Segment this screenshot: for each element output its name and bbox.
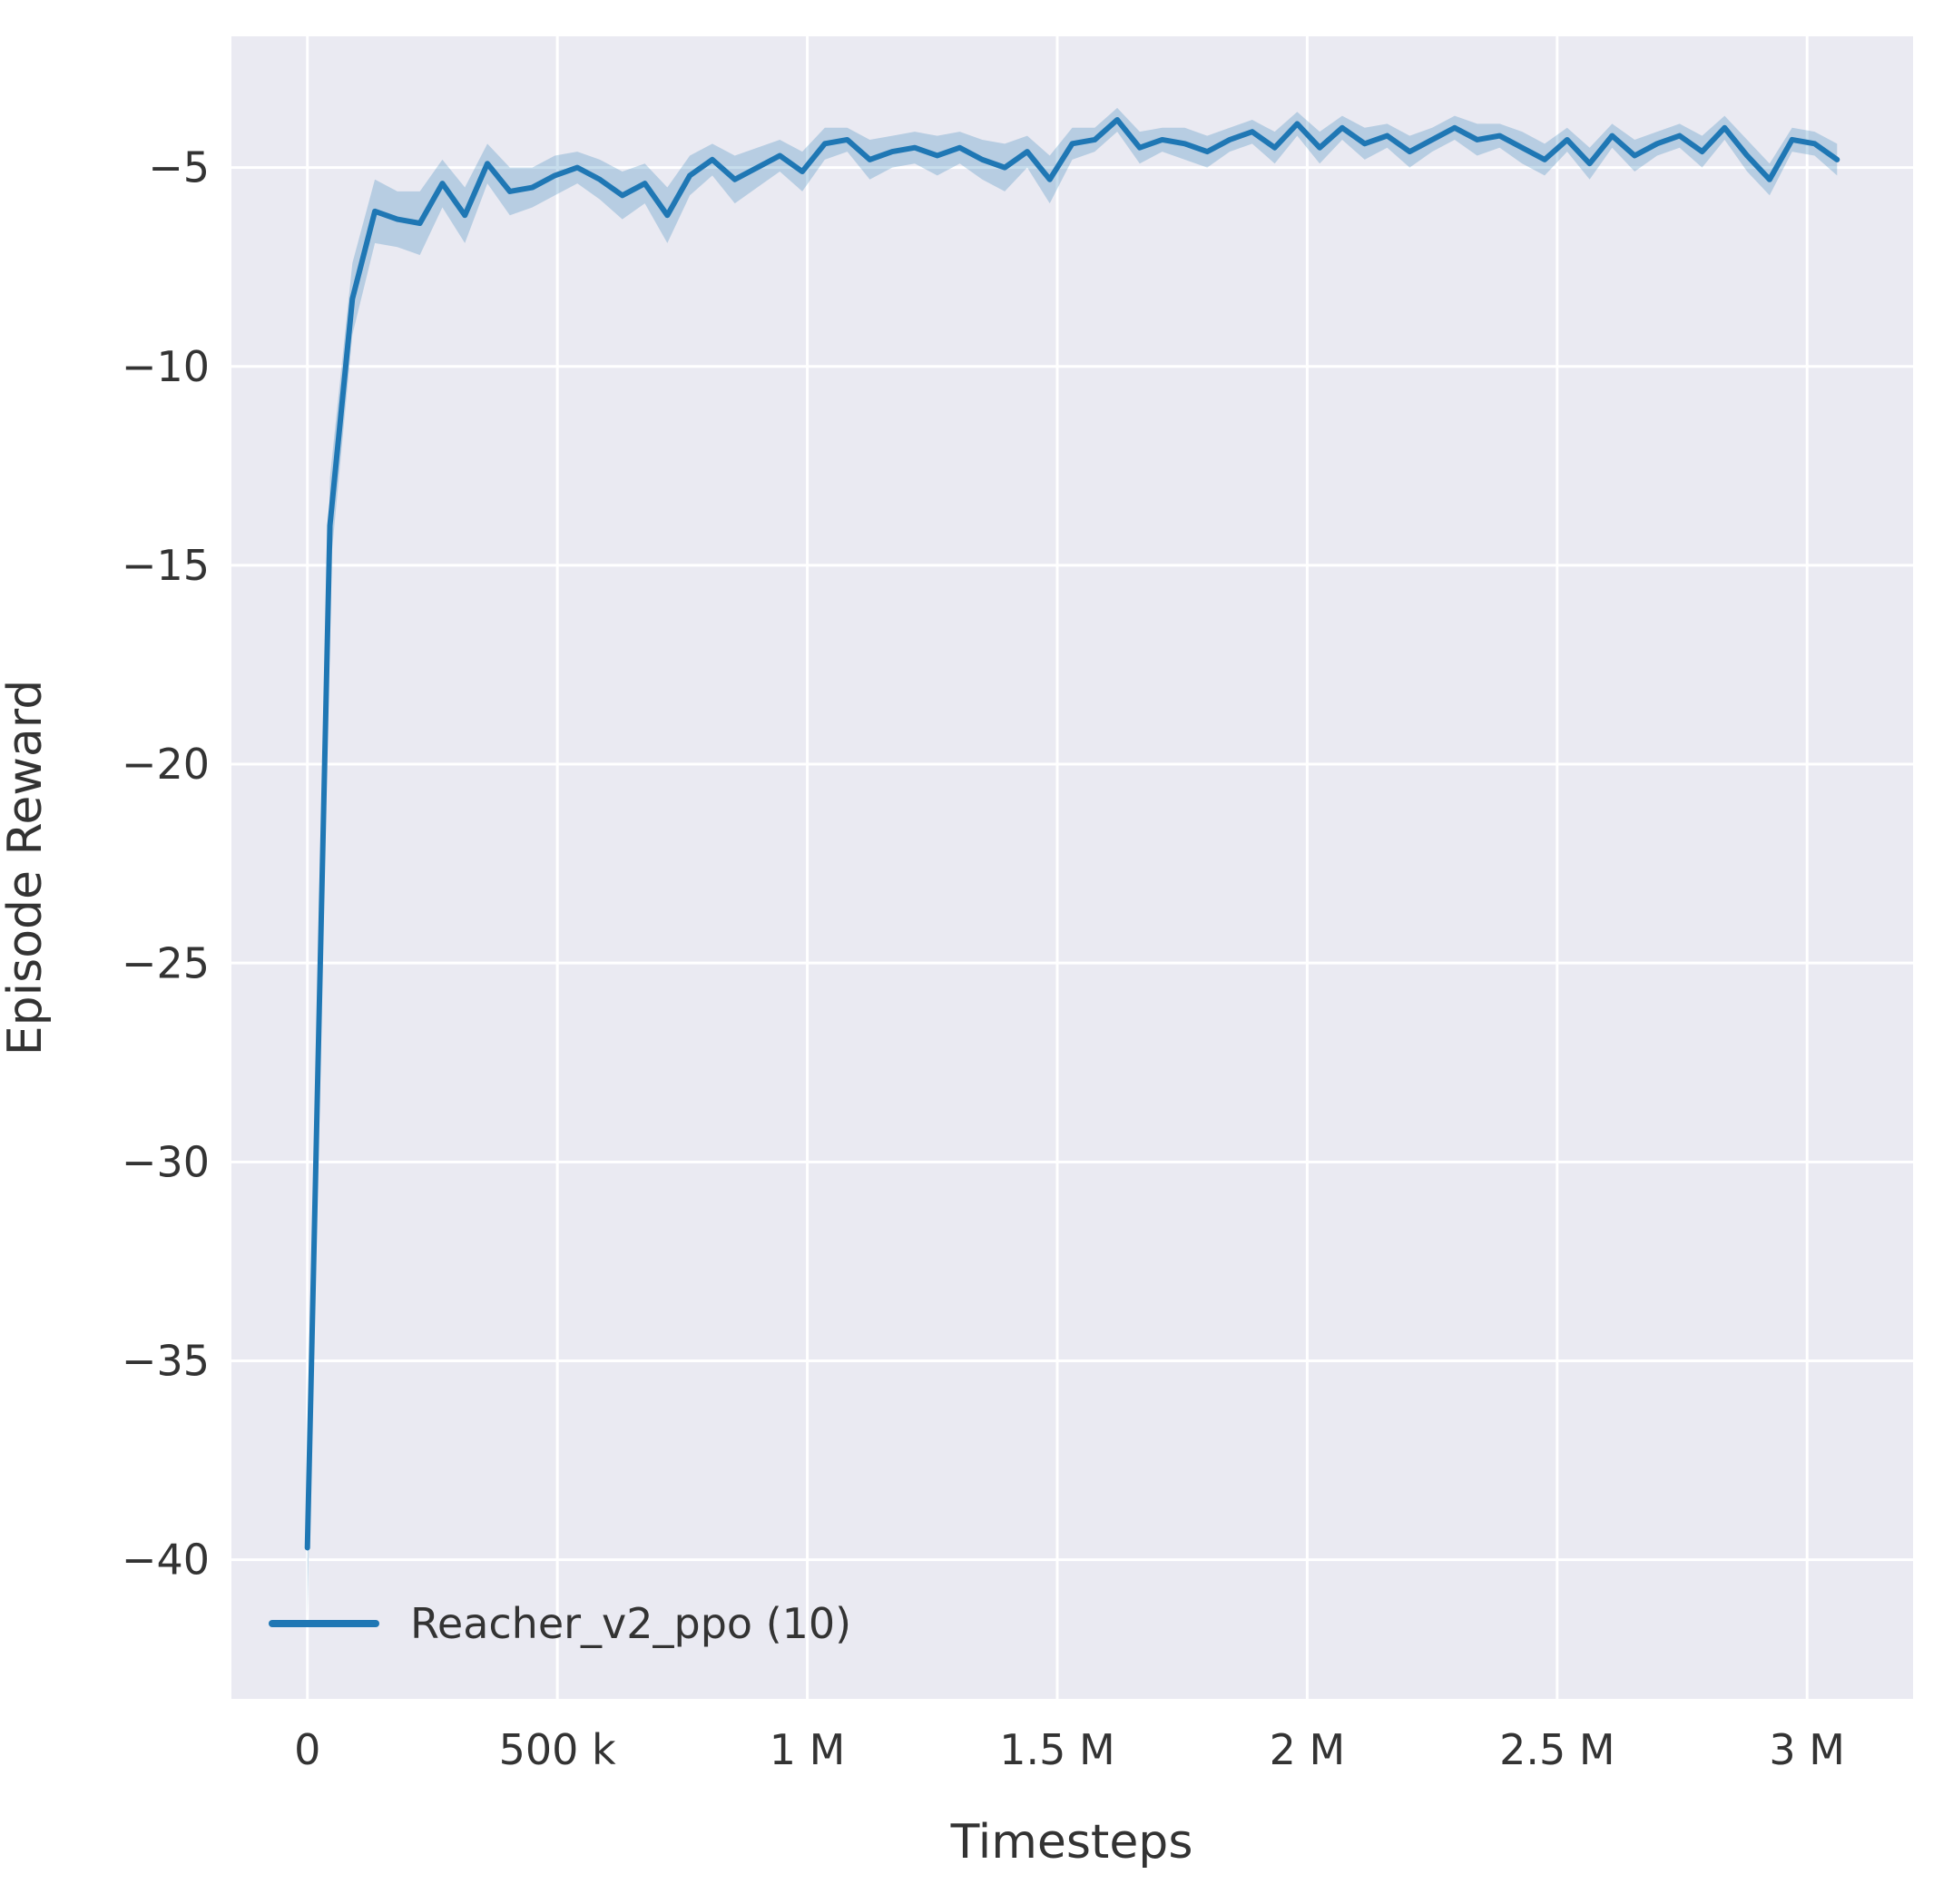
legend: Reacher_v2_ppo (10) <box>269 1599 851 1648</box>
legend-label: Reacher_v2_ppo (10) <box>410 1599 852 1648</box>
y-tick-label: −20 <box>122 740 210 789</box>
y-tick-label: −5 <box>148 143 210 192</box>
x-tick-label: 1 M <box>770 1725 846 1774</box>
x-tick-label: 0 <box>294 1725 320 1774</box>
x-tick-label: 3 M <box>1769 1725 1845 1774</box>
series-line <box>304 117 1840 1551</box>
y-axis-label: Episode Reward <box>0 679 53 1056</box>
legend-line-swatch <box>269 1620 379 1627</box>
y-tick-label: −30 <box>122 1137 210 1186</box>
x-tick-label: 500 k <box>499 1725 616 1774</box>
x-tick-label: 2.5 M <box>1499 1725 1614 1774</box>
y-tick-label: −40 <box>122 1536 210 1585</box>
x-tick-label: 1.5 M <box>999 1725 1114 1774</box>
x-tick-label: 2 M <box>1270 1725 1346 1774</box>
axes-background <box>231 36 1913 1699</box>
y-tick-label: −35 <box>122 1337 210 1386</box>
y-tick-label: −15 <box>122 541 210 590</box>
y-tick-label: −25 <box>122 938 210 987</box>
x-axis-label: Timesteps <box>950 1815 1193 1870</box>
y-tick-label: −10 <box>122 342 210 391</box>
